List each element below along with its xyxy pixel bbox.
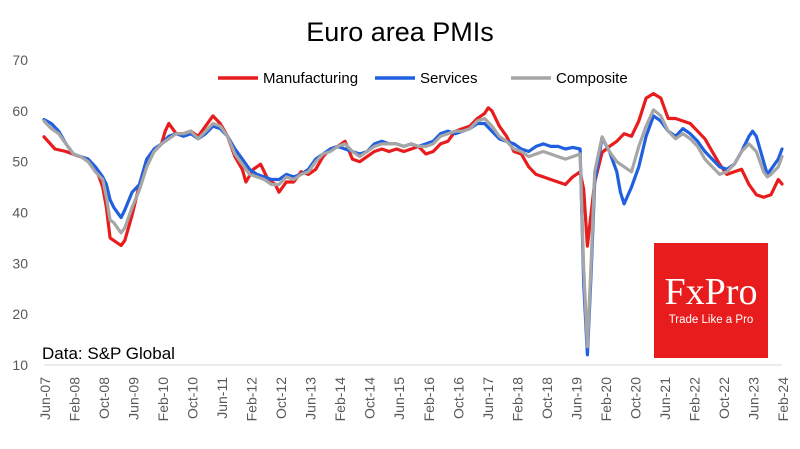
y-tick-label: 70 <box>12 52 28 68</box>
x-tick-label: Oct-14 <box>362 377 378 419</box>
x-tick-label: Jun-17 <box>480 377 496 420</box>
x-tick-label: Oct-18 <box>539 377 555 419</box>
x-tick-label: Oct-22 <box>716 377 732 419</box>
x-tick-label: Jun-15 <box>391 377 407 420</box>
x-tick-label: Jun-13 <box>303 377 319 420</box>
legend-label: Composite <box>556 70 628 87</box>
y-axis: 10 20 30 40 50 60 70 <box>12 52 28 373</box>
series-line-composite <box>42 108 784 349</box>
x-tick-label: Feb-12 <box>244 377 260 422</box>
x-tick-label: Oct-16 <box>450 377 466 419</box>
x-tick-label: Feb-22 <box>686 377 702 422</box>
source-note: Data: S&P Global <box>42 344 175 363</box>
x-tick-label: Jun-19 <box>568 377 584 420</box>
legend-label: Services <box>420 70 478 87</box>
x-axis: Jun-07 Feb-08 Oct-08 Jun-09 Feb-10 Oct-10 Jun-… <box>37 377 791 422</box>
y-tick-label: 10 <box>12 357 28 373</box>
legend-label: Manufacturing <box>263 70 358 87</box>
y-tick-label: 60 <box>12 103 28 119</box>
logo-wordmark: FxPro <box>665 271 758 313</box>
x-tick-label: Feb-20 <box>598 377 614 422</box>
x-tick-label: Oct-08 <box>96 377 112 419</box>
legend-item-composite: Composite <box>511 70 628 87</box>
x-tick-label: Feb-18 <box>509 377 525 422</box>
x-tick-label: Jun-07 <box>37 377 53 420</box>
x-tick-label: Oct-12 <box>273 377 289 419</box>
x-tick-label: Feb-08 <box>67 377 83 422</box>
x-tick-label: Feb-24 <box>775 377 791 422</box>
x-tick-label: Feb-10 <box>155 377 171 422</box>
legend-item-services: Services <box>375 70 478 87</box>
legend-item-manufacturing: Manufacturing <box>218 70 358 87</box>
x-tick-label: Jun-21 <box>657 377 673 420</box>
y-tick-label: 50 <box>12 154 28 170</box>
fxpro-logo: FxPro Trade Like a Pro <box>654 243 768 358</box>
x-tick-label: Oct-10 <box>185 377 201 419</box>
x-tick-label: Feb-14 <box>332 377 348 422</box>
logo-background <box>654 243 768 358</box>
chart-title: Euro area PMIs <box>306 17 494 47</box>
y-tick-label: 40 <box>12 205 28 221</box>
y-tick-label: 30 <box>12 255 28 271</box>
x-tick-label: Feb-16 <box>421 377 437 422</box>
x-tick-label: Oct-20 <box>627 377 643 419</box>
series-lines <box>42 92 784 357</box>
chart-legend: Manufacturing Services Composite <box>218 70 628 87</box>
logo-tagline: Trade Like a Pro <box>669 314 754 326</box>
x-tick-label: Jun-11 <box>214 377 230 419</box>
x-tick-label: Jun-23 <box>745 377 761 420</box>
y-tick-label: 20 <box>12 306 28 322</box>
x-tick-label: Jun-09 <box>126 377 142 420</box>
series-line-manufacturing <box>42 92 784 248</box>
